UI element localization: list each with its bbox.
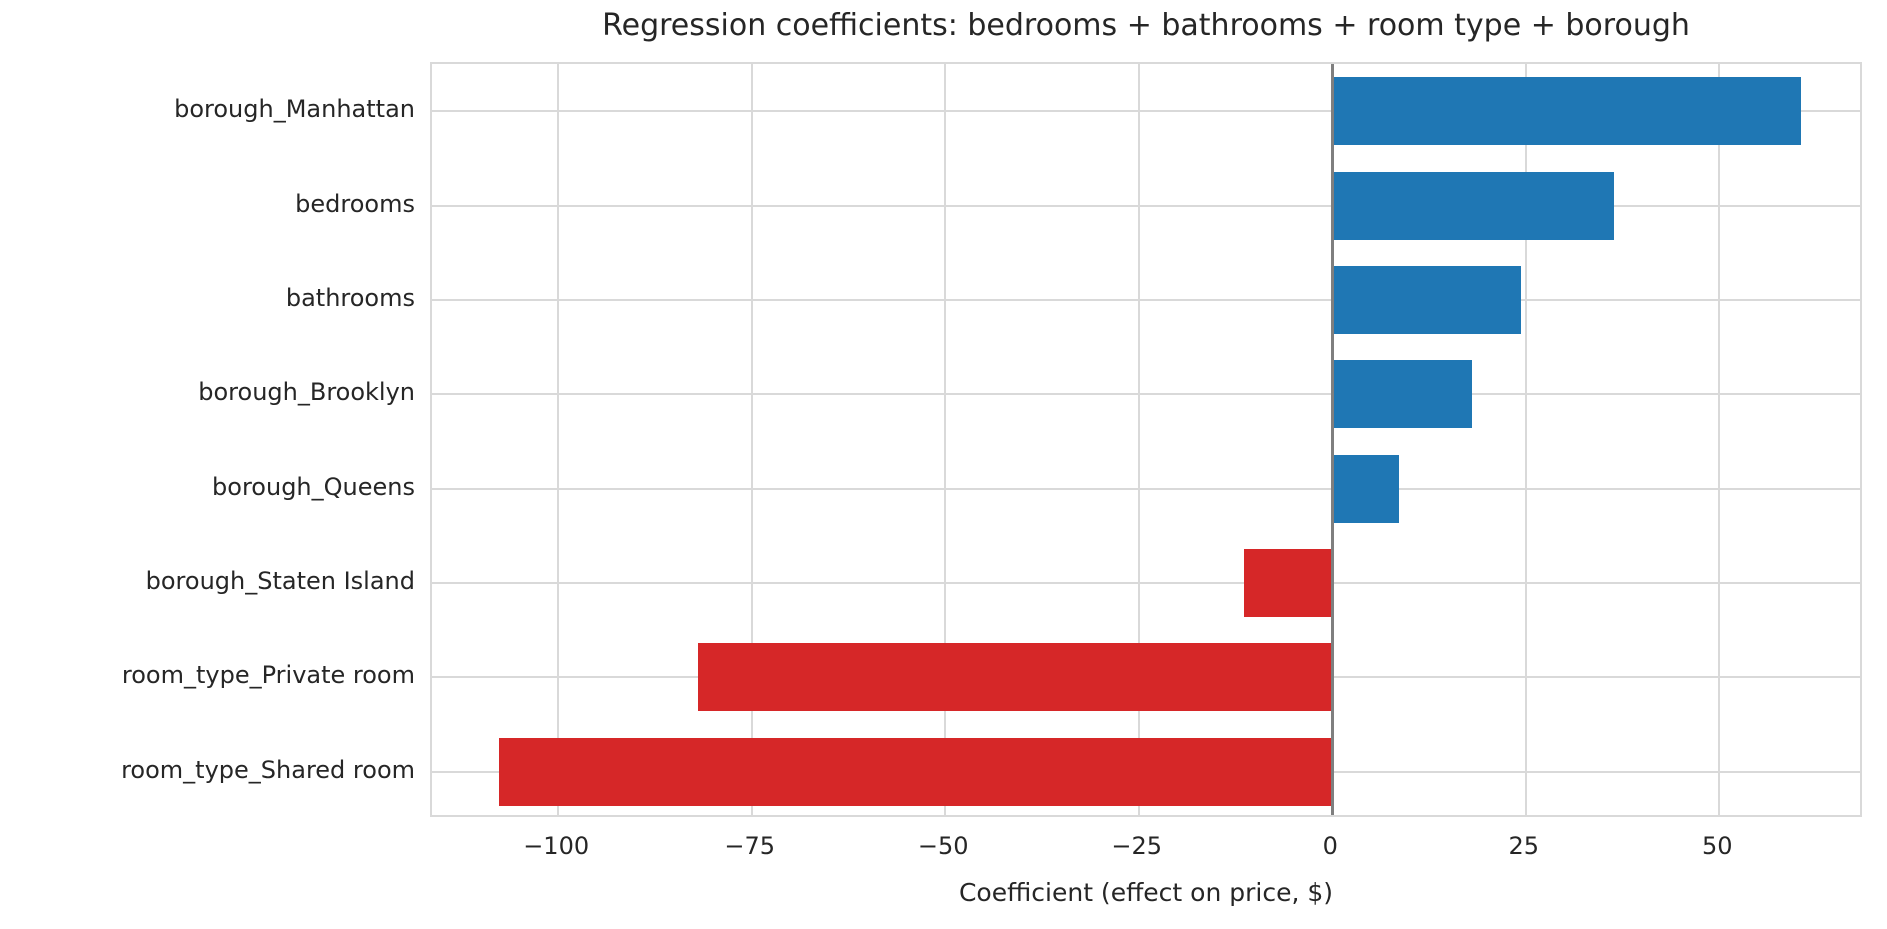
y-label-borough_Staten-Island: borough_Staten Island	[145, 567, 415, 596]
y-label-bathrooms: bathrooms	[285, 283, 415, 312]
x-tick-label-0: 0	[1322, 832, 1338, 860]
y-label-room_type_Private-room: room_type_Private room	[121, 661, 415, 690]
gridline-y-1	[432, 204, 1860, 207]
x-tick-label--50: −50	[917, 832, 969, 860]
y-label-borough_Brooklyn: borough_Brooklyn	[198, 378, 415, 407]
y-label-bedrooms: bedrooms	[295, 189, 415, 218]
bar-borough_Staten-Island	[1243, 549, 1333, 618]
bar-borough_Brooklyn	[1332, 360, 1472, 429]
x-axis-label: Coefficient (effect on price, $)	[958, 878, 1334, 907]
chart-title: Regression coefficients: bedrooms + bath…	[602, 8, 1690, 43]
gridline-y-0	[432, 110, 1860, 113]
y-label-borough_Queens: borough_Queens	[212, 472, 415, 501]
bar-bedrooms	[1332, 171, 1614, 240]
bar-borough_Queens	[1332, 454, 1399, 523]
gridline-y-5	[432, 582, 1860, 585]
bar-room_type_Private-room	[698, 643, 1333, 712]
bar-bathrooms	[1332, 265, 1522, 334]
gridline-x--75	[750, 64, 753, 815]
gridline-x-25	[1524, 64, 1527, 815]
zero-line	[1330, 64, 1334, 815]
gridline-y-2	[432, 298, 1860, 301]
y-label-room_type_Shared-room: room_type_Shared room	[121, 755, 415, 784]
plot-area	[430, 62, 1862, 817]
gridline-y-3	[432, 393, 1860, 396]
gridline-x--100	[557, 64, 560, 815]
x-tick-label-50: 50	[1701, 832, 1733, 860]
x-tick-label--75: −75	[724, 832, 775, 860]
bar-borough_Manhattan	[1332, 77, 1802, 146]
x-axis-ticks: −100 −75 −50 −25 0 25 50	[430, 832, 1862, 866]
bar-room_type_Shared-room	[499, 737, 1333, 806]
gridline-x-50	[1718, 64, 1721, 815]
gridline-x--50	[944, 64, 947, 815]
x-tick-label--25: −25	[1111, 832, 1163, 860]
x-tick-label--100: −100	[523, 832, 590, 860]
gridline-y-4	[432, 487, 1860, 490]
x-tick-label-25: 25	[1508, 832, 1540, 860]
gridline-x--25	[1137, 64, 1140, 815]
y-label-borough_Manhattan: borough_Manhattan	[174, 95, 415, 124]
y-axis-labels: borough_Manhattan bedrooms bathrooms boroug…	[0, 62, 415, 817]
